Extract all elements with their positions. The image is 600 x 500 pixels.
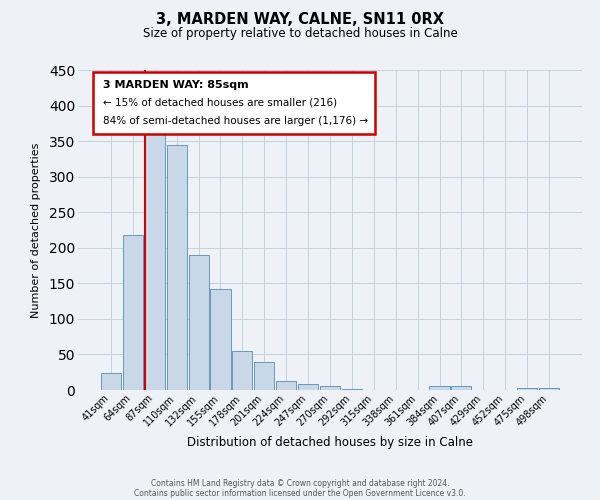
Bar xyxy=(211,289,230,390)
Bar xyxy=(188,255,209,390)
Text: ← 15% of detached houses are smaller (216): ← 15% of detached houses are smaller (21… xyxy=(103,98,337,108)
FancyBboxPatch shape xyxy=(93,72,376,134)
Text: 84% of semi-detached houses are larger (1,176) →: 84% of semi-detached houses are larger (… xyxy=(103,116,368,126)
Bar xyxy=(232,351,253,390)
Bar xyxy=(517,388,537,390)
Text: 3, MARDEN WAY, CALNE, SN11 0RX: 3, MARDEN WAY, CALNE, SN11 0RX xyxy=(156,12,444,28)
Text: Contains public sector information licensed under the Open Government Licence v3: Contains public sector information licen… xyxy=(134,488,466,498)
Bar xyxy=(320,386,340,390)
Bar xyxy=(167,146,187,390)
Text: Contains HM Land Registry data © Crown copyright and database right 2024.: Contains HM Land Registry data © Crown c… xyxy=(151,478,449,488)
X-axis label: Distribution of detached houses by size in Calne: Distribution of detached houses by size … xyxy=(187,436,473,449)
Bar xyxy=(101,373,121,390)
Bar xyxy=(123,235,143,390)
Bar xyxy=(145,124,165,390)
Y-axis label: Number of detached properties: Number of detached properties xyxy=(31,142,41,318)
Bar xyxy=(342,388,362,390)
Text: 3 MARDEN WAY: 85sqm: 3 MARDEN WAY: 85sqm xyxy=(103,80,249,90)
Text: Size of property relative to detached houses in Calne: Size of property relative to detached ho… xyxy=(143,28,457,40)
Bar xyxy=(539,388,559,390)
Bar xyxy=(430,386,449,390)
Bar xyxy=(451,386,472,390)
Bar xyxy=(298,384,318,390)
Bar xyxy=(276,381,296,390)
Bar xyxy=(254,362,274,390)
